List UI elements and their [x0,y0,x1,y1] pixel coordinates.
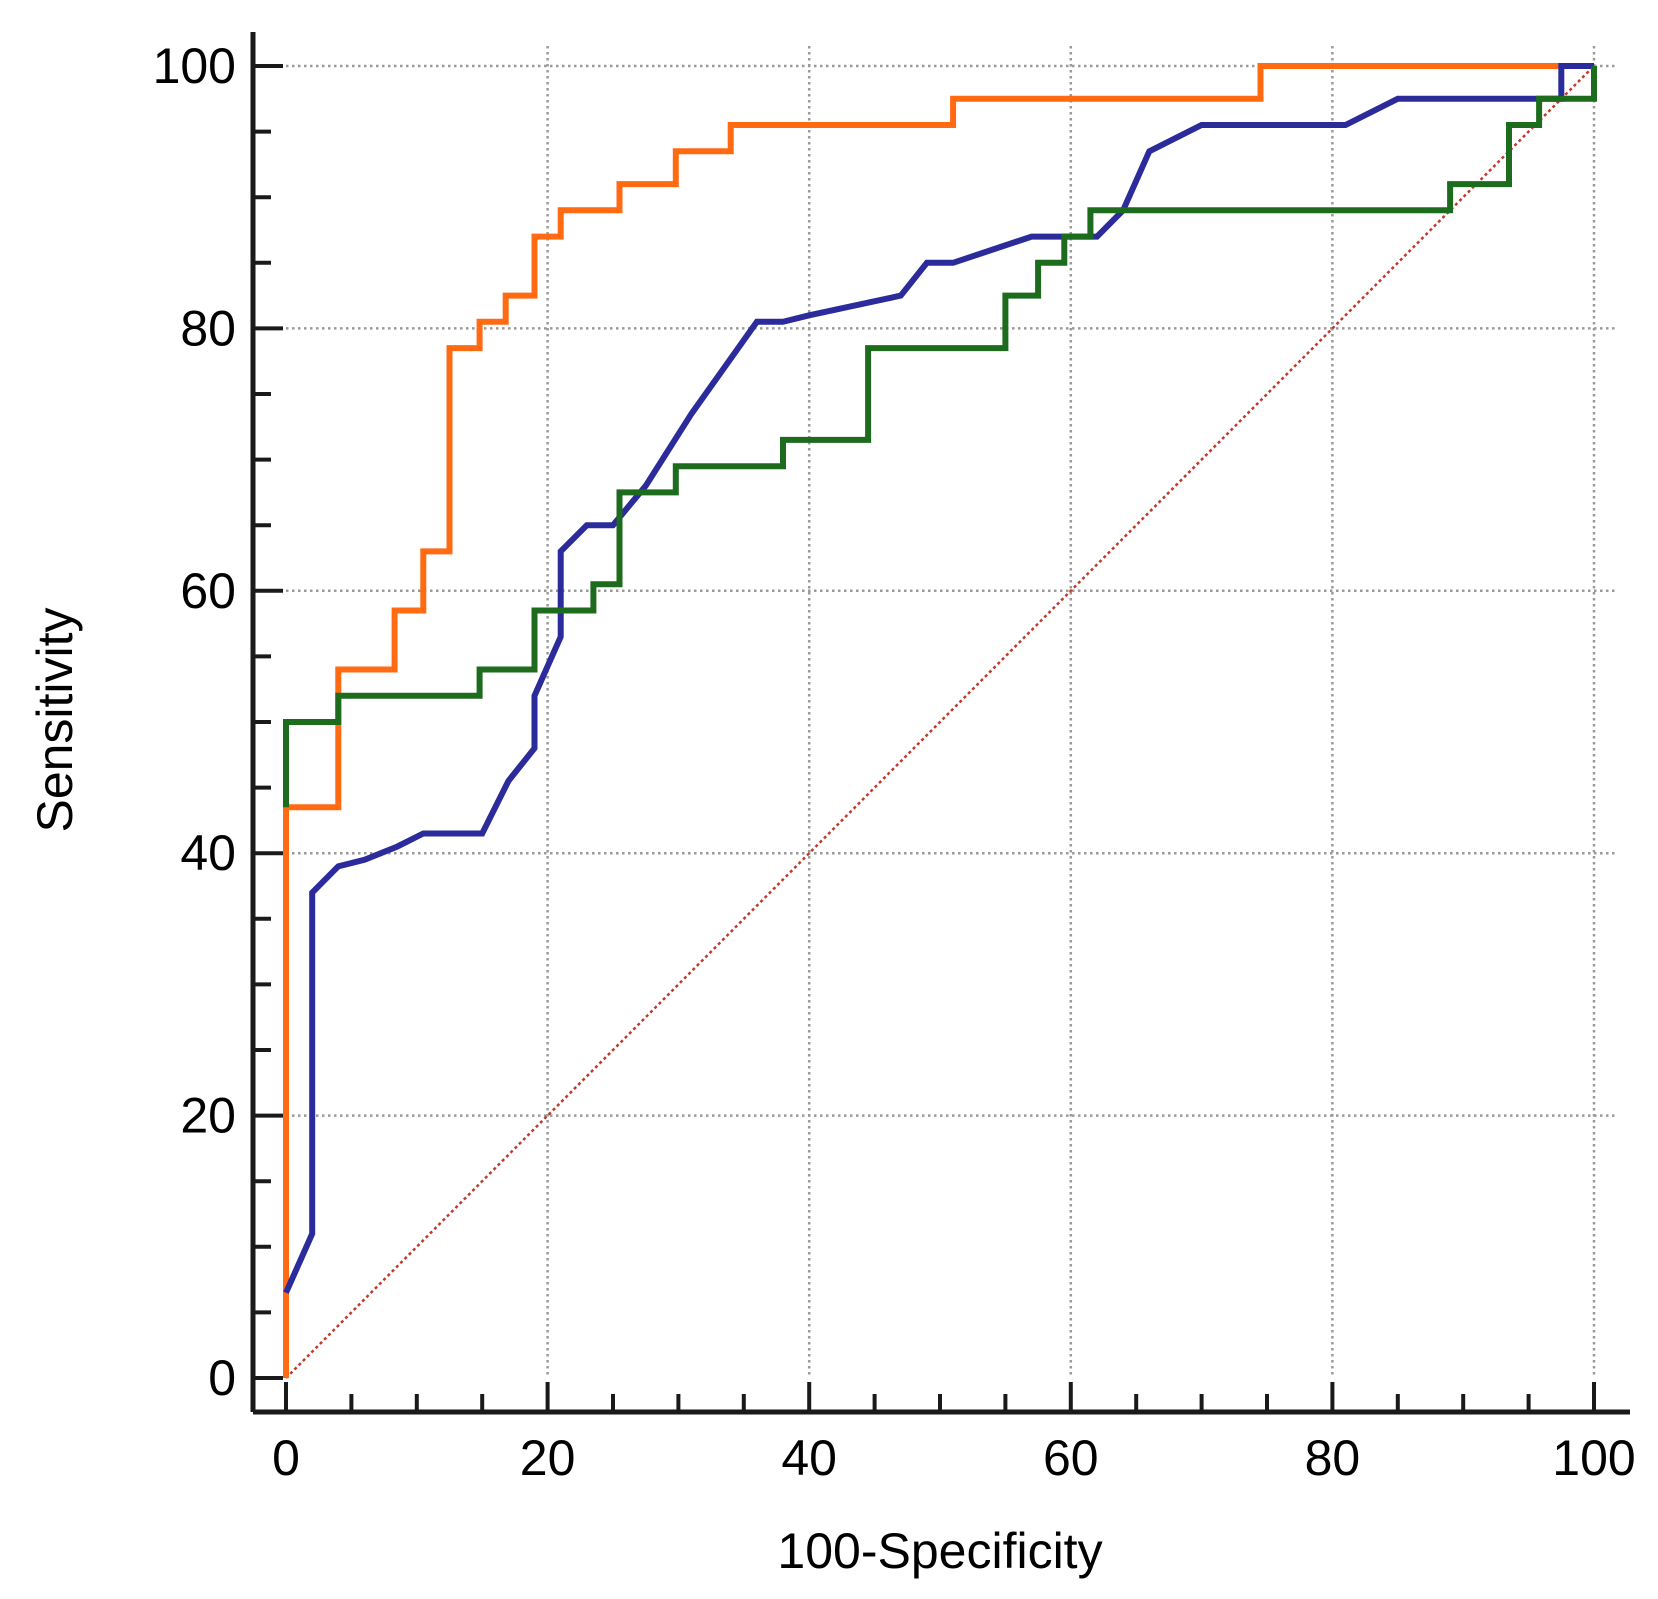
y-tick-label-0: 0 [208,1350,236,1406]
green-roc-curve [283,66,1597,808]
x-tick-label-40: 40 [781,1430,837,1486]
y-axis-title: Sensitivity [27,607,83,832]
y-tick-label-60: 60 [180,563,236,619]
reference-diagonal [285,65,1595,1379]
x-tick-label-80: 80 [1305,1430,1361,1486]
y-tick-label-100: 100 [153,38,236,94]
y-tick-label-40: 40 [180,825,236,881]
axes [250,32,1630,1415]
tick-labels: 0 20 40 60 80 100 0 20 40 60 80 100 [153,38,1636,1486]
reference-line-layer [285,65,1595,1379]
orange-roc-curve [283,63,1594,1378]
y-tick-label-80: 80 [180,300,236,356]
series-layer [283,63,1597,1378]
y-tick-label-20: 20 [180,1088,236,1144]
x-axis-title: 100-Specificity [777,1523,1102,1579]
x-tick-label-60: 60 [1043,1430,1099,1486]
x-tick-label-0: 0 [272,1430,300,1486]
x-tick-label-20: 20 [520,1430,576,1486]
blue-roc-curve [283,63,1594,1294]
x-tick-label-100: 100 [1552,1430,1635,1486]
